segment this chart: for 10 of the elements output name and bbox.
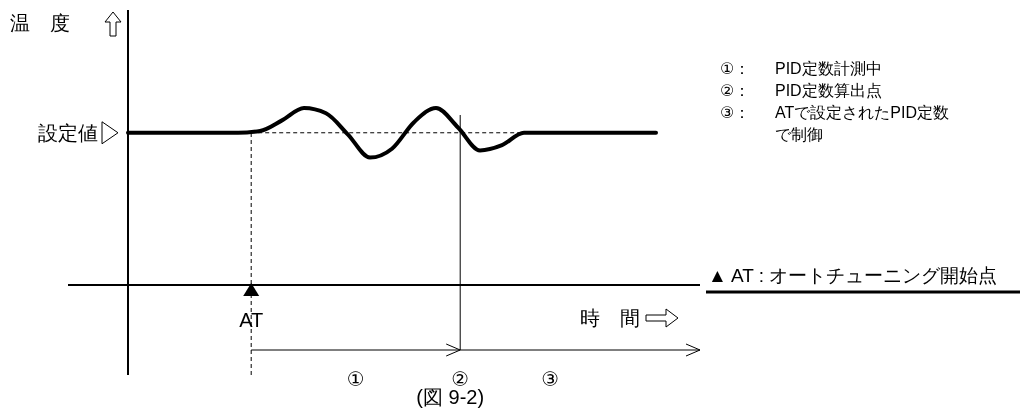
text: AT xyxy=(239,309,264,331)
text: ①： PID定数計測中 xyxy=(720,60,882,77)
y-axis-title: 温 度 xyxy=(10,12,70,34)
text: ③ xyxy=(541,368,560,390)
ref-line-label: 設定値 xyxy=(38,121,98,144)
x-axis-title: 時 間 xyxy=(580,307,640,329)
text: ▲ AT : オートチューニング開始点 xyxy=(708,265,998,286)
text: ① xyxy=(346,368,365,390)
text: ③： ATで設定されたPID定数で制御 xyxy=(720,104,949,143)
text: ②： PID定数算出点 xyxy=(720,82,882,99)
